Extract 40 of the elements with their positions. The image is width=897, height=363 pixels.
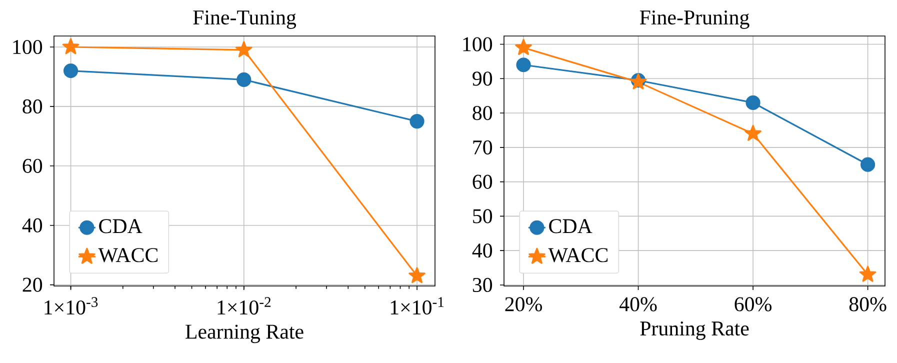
y-tick-label: 100 xyxy=(13,40,42,54)
point xyxy=(410,114,424,129)
y-tick-label: 100 xyxy=(463,37,492,52)
chart-title: Fine-Pruning xyxy=(640,10,750,29)
y-tick-label: 60 xyxy=(22,158,42,173)
x-tick-label: 1×10$^{-3}$ xyxy=(44,297,98,315)
x-tick-label: 80% xyxy=(849,297,886,312)
y-tick-label: 70 xyxy=(473,140,492,154)
x-axis-title: Pruning Rate xyxy=(640,322,749,340)
y-tick-label: 80 xyxy=(22,99,42,114)
point xyxy=(63,63,78,78)
legend-label: CDA xyxy=(549,219,592,234)
y-tick-label: 40 xyxy=(472,244,492,258)
y-tick-label: 50 xyxy=(473,209,492,224)
point xyxy=(860,157,876,172)
point xyxy=(744,124,762,141)
point xyxy=(62,38,80,54)
x-tick-label: 60% xyxy=(734,297,772,312)
x-axis-title: Learning Rate xyxy=(186,324,304,344)
y-tick-label: 40 xyxy=(22,218,42,232)
point xyxy=(515,38,532,55)
point xyxy=(516,58,531,72)
legend-label: CDA xyxy=(99,219,142,234)
x-tick-label: 40% xyxy=(620,297,657,312)
y-tick-label: 80 xyxy=(472,106,492,120)
legend-label: WACC xyxy=(548,248,608,262)
point xyxy=(408,267,426,284)
legend-label: WACC xyxy=(98,248,158,262)
point xyxy=(236,72,252,87)
x-tick-label: 20% xyxy=(505,297,542,312)
chart-title: Fine-Tuning xyxy=(193,10,296,29)
point xyxy=(235,41,252,58)
y-tick-label: 90 xyxy=(472,72,492,86)
y-tick-label: 30 xyxy=(472,278,492,292)
point xyxy=(859,266,876,282)
y-tick-label: 20 xyxy=(22,278,42,292)
point xyxy=(746,95,760,110)
x-tick-label: 1×10$^{-2}$ xyxy=(218,297,271,315)
x-tick-label: 1×10$^{-1}$ xyxy=(390,297,444,315)
y-tick-label: 60 xyxy=(472,174,492,189)
